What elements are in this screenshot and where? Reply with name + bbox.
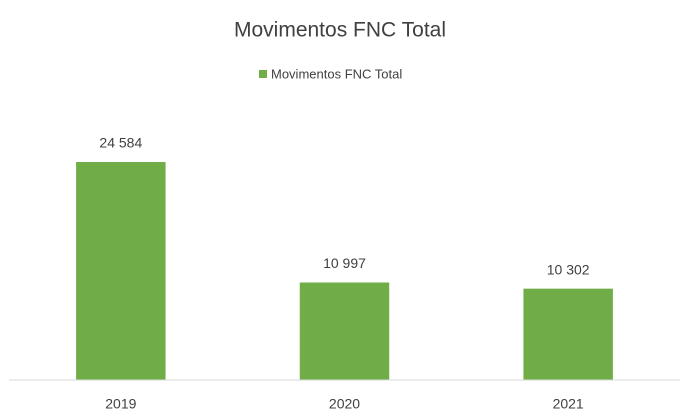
bar <box>299 282 390 380</box>
data-label: 10 302 <box>547 261 590 277</box>
legend-label: Movimentos FNC Total <box>271 66 402 81</box>
bar <box>76 162 166 380</box>
x-tick-label: 2020 <box>329 396 360 412</box>
legend-swatch <box>259 70 267 78</box>
x-tick-label: 2019 <box>105 396 136 412</box>
x-tick-label: 2021 <box>553 396 584 412</box>
data-label: 24 584 <box>99 135 142 151</box>
bar <box>523 288 613 380</box>
data-label: 10 997 <box>323 255 366 271</box>
chart-title: Movimentos FNC Total <box>234 19 446 42</box>
